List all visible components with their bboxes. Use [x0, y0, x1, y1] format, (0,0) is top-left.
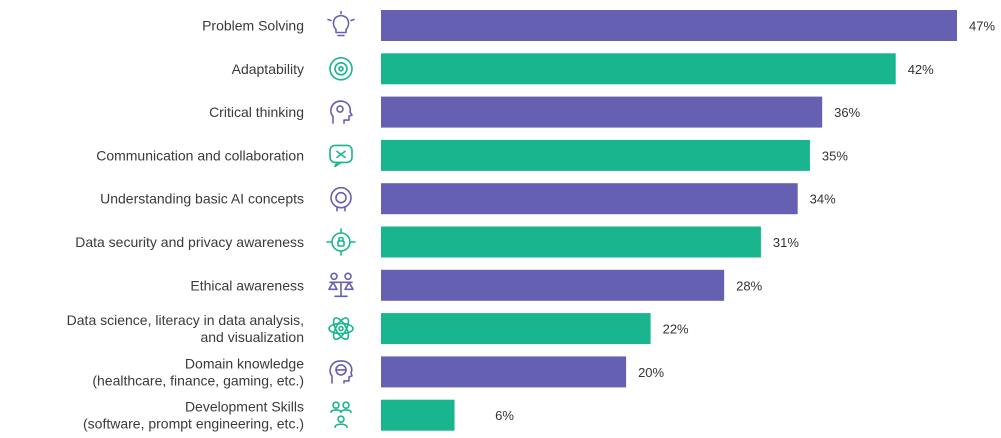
category-label: Ethical awareness [190, 277, 304, 293]
category-label: Critical thinking [209, 104, 304, 120]
category-label: Understanding basic AI concepts [100, 191, 304, 207]
value-label: 47% [969, 19, 995, 34]
bar [381, 313, 651, 345]
bar [381, 53, 896, 85]
gear-cycle-icon [329, 57, 353, 81]
category-label: Adaptability [232, 61, 304, 77]
value-label: 28% [736, 278, 762, 293]
ai-chip-head-icon [330, 186, 352, 212]
category-label: Development Skills [185, 399, 304, 415]
value-label: 42% [908, 62, 934, 77]
head-brain-icon [330, 100, 353, 124]
bar [381, 399, 455, 431]
value-label: 20% [638, 365, 664, 380]
category-label: Communication and collaboration [96, 147, 304, 163]
value-label: 34% [810, 192, 836, 207]
bar [381, 269, 725, 301]
value-label: 22% [663, 322, 689, 337]
bar [381, 139, 810, 171]
category-icons [326, 10, 356, 429]
category-label: (healthcare, finance, gaming, etc.) [92, 372, 304, 388]
chat-bubbles-icon [329, 144, 353, 168]
code-people-icon [330, 401, 352, 429]
balance-scale-icon [328, 272, 354, 298]
category-label: Problem Solving [202, 18, 304, 34]
category-labels: Problem Solving Adaptability Critical thin… [67, 18, 305, 432]
globe-head-icon [329, 360, 353, 384]
lightbulb-icon [327, 10, 355, 37]
bar [381, 356, 627, 388]
bars [381, 10, 957, 431]
bar [381, 226, 761, 258]
bar [381, 96, 823, 128]
bar [381, 183, 798, 215]
value-label: 6% [495, 408, 514, 423]
value-label: 31% [773, 235, 799, 250]
bar [381, 10, 957, 41]
value-labels: 47% 42% 36% 35% 34% 31% 28% 22% 20% 6% [495, 19, 995, 424]
category-label: Domain knowledge [185, 355, 304, 371]
category-label: Data security and privacy awareness [75, 234, 304, 250]
category-label: Data science, literacy in data analysis, [67, 312, 304, 328]
atom-icon [328, 317, 354, 341]
security-shield-icon [326, 228, 356, 256]
value-label: 35% [822, 148, 848, 163]
value-label: 36% [834, 105, 860, 120]
category-label: (software, prompt engineering, etc.) [83, 416, 304, 432]
category-label: and visualization [200, 329, 304, 345]
